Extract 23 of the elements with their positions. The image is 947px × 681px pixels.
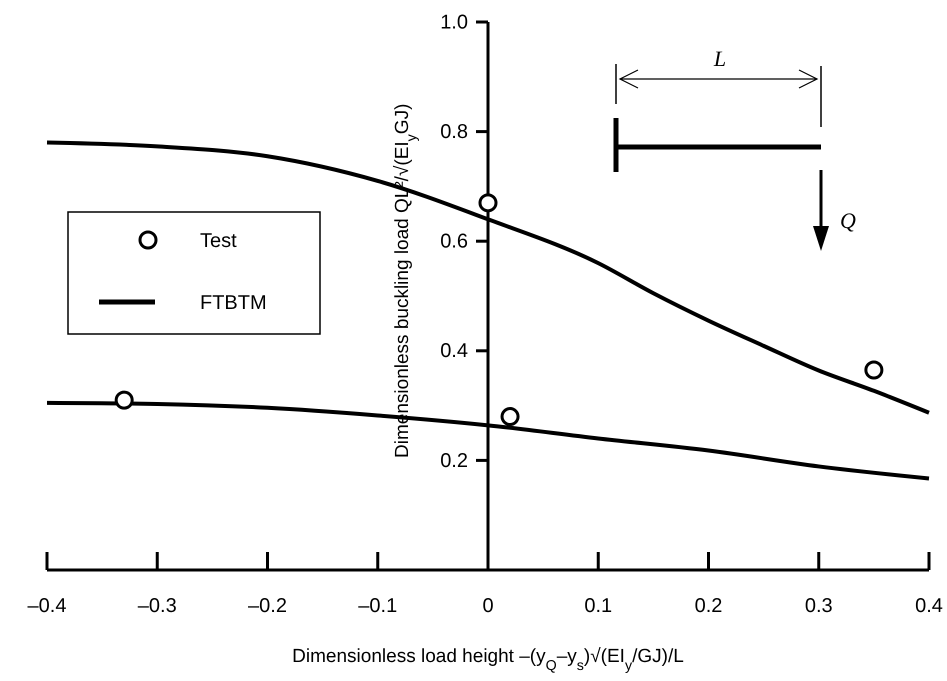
- legend-label: FTBTM: [200, 292, 267, 314]
- legend-label: Test: [200, 230, 238, 252]
- point: [500, 407, 520, 426]
- x-axis-title: Dimensionless load height –(y$_{Q}$–y$_{s}$)√(EI$_{y}$/GJ)/L: [292, 646, 684, 674]
- point: [114, 390, 134, 410]
- y-tick-label: 0.4: [440, 340, 468, 362]
- y-tick-label: 0.2: [440, 450, 468, 472]
- x-tick-label: 0.3: [804, 595, 833, 618]
- x-tick-label: –0.2: [248, 595, 287, 618]
- x-tick-label: 0.2: [694, 595, 722, 618]
- point: [478, 193, 498, 212]
- x-tick-label: 0.1: [584, 595, 612, 618]
- x-tick-label: 0.4: [915, 595, 943, 618]
- point: [864, 360, 884, 380]
- x-tick-label: –0.3: [138, 595, 177, 618]
- y-tick-label: 1.0: [440, 11, 468, 34]
- x-tick-label: 0: [482, 595, 494, 618]
- y-tick-label: 0.8: [440, 121, 468, 143]
- x-tick-label: –0.1: [358, 595, 398, 618]
- x-tick-label: –0.4: [28, 595, 66, 618]
- annotation: L: [712, 46, 726, 71]
- annotation: Q: [840, 208, 856, 233]
- y-tick-label: 0.6: [440, 230, 468, 253]
